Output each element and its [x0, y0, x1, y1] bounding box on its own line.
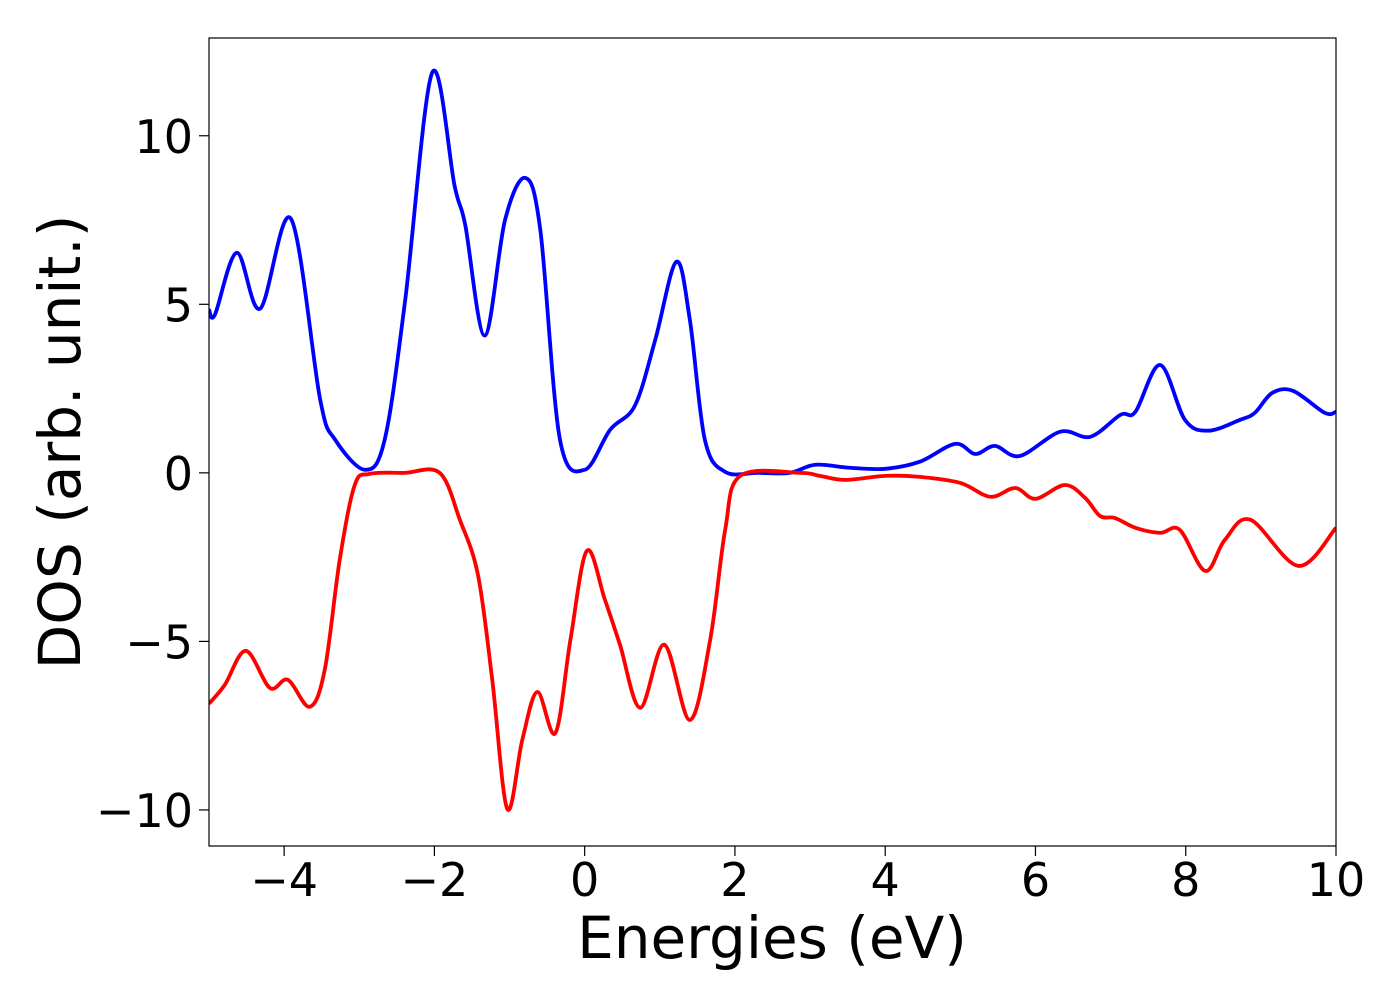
x-tick-label: 4 [871, 853, 900, 907]
plot-frame [208, 37, 1337, 847]
x-tick-label: 0 [570, 853, 599, 907]
y-tick-label: 5 [164, 278, 193, 332]
x-tick-label: 10 [1307, 853, 1366, 907]
y-tick-label: −10 [96, 784, 193, 838]
data-line [209, 467, 1336, 812]
y-tick-label: 10 [134, 110, 193, 164]
x-tick-label: −2 [400, 853, 468, 907]
y-axis-label: DOS (arb. unit.) [26, 215, 94, 670]
x-tick-label: −4 [250, 853, 318, 907]
y-tick-label: −5 [125, 615, 193, 669]
x-tick-label: 8 [1171, 853, 1200, 907]
y-tick-label: 0 [164, 447, 193, 501]
x-axis-label: Energies (eV) [577, 904, 967, 972]
x-tick-label: 6 [1021, 853, 1050, 907]
data-line [209, 68, 1336, 477]
x-tick-label: 2 [720, 853, 749, 907]
